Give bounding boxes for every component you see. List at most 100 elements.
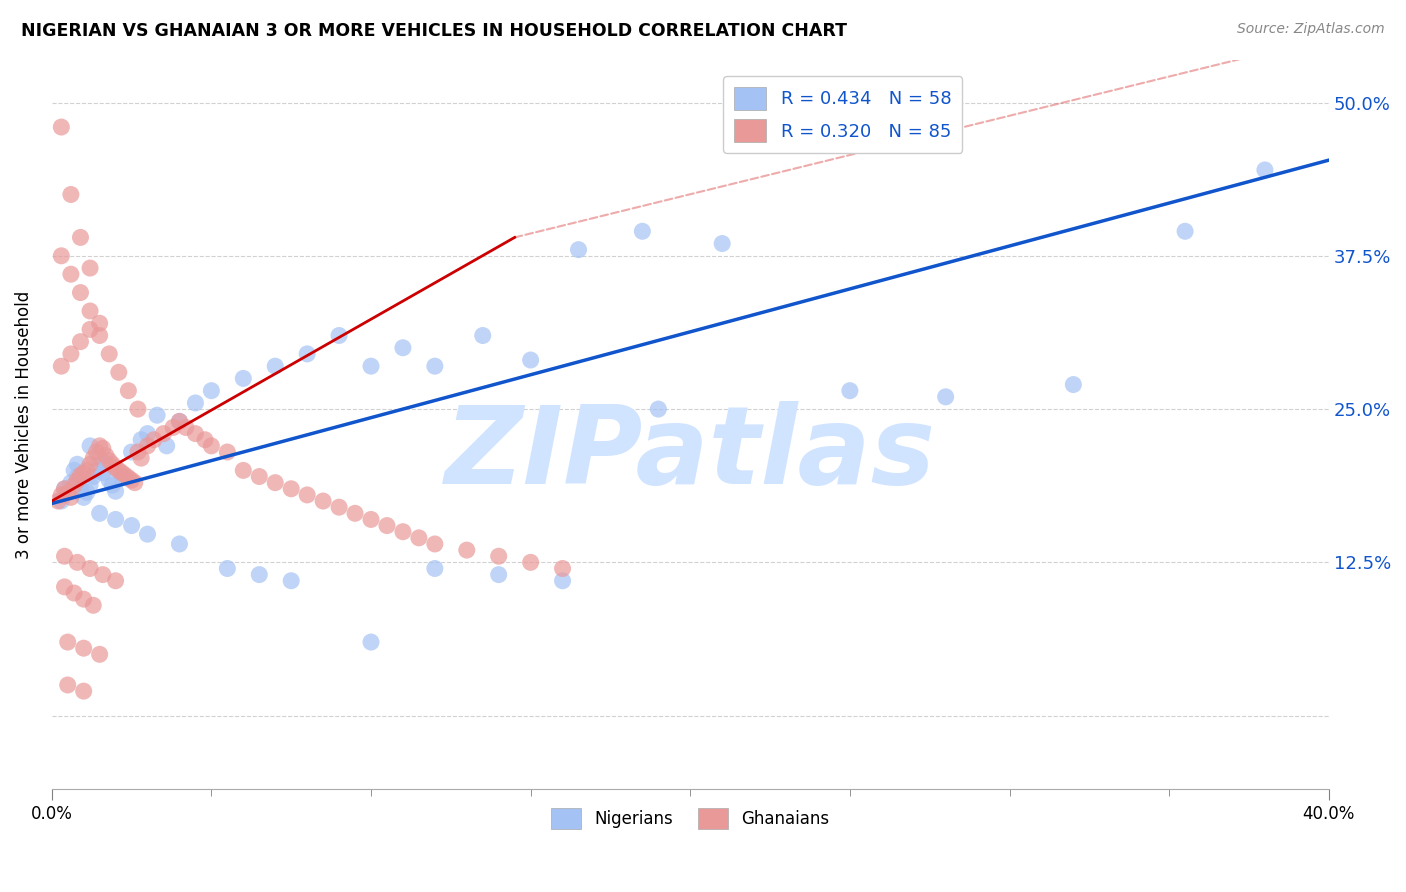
Point: [200, 384, 222, 398]
Point: [280, 482, 302, 496]
Point: [79, 322, 101, 336]
Point: [69, 334, 91, 349]
Point: [51, 249, 73, 263]
Point: [838, 384, 860, 398]
Point: [46, 494, 69, 508]
Point: [82, 599, 104, 613]
Point: [200, 439, 222, 453]
Point: [59, 491, 82, 505]
Point: [136, 426, 159, 441]
Point: [73, 491, 96, 505]
Point: [51, 488, 73, 502]
Point: [79, 261, 101, 276]
Point: [169, 414, 191, 428]
Point: [127, 445, 149, 459]
Point: [51, 359, 73, 373]
Point: [69, 482, 91, 496]
Point: [169, 414, 191, 428]
Point: [264, 475, 287, 490]
Point: [56, 485, 79, 500]
Point: [73, 466, 96, 480]
Point: [344, 506, 367, 520]
Point: [53, 482, 76, 496]
Point: [423, 537, 446, 551]
Point: [51, 494, 73, 508]
Point: [146, 408, 169, 422]
Point: [66, 457, 89, 471]
Point: [471, 328, 494, 343]
Point: [551, 561, 574, 575]
Point: [127, 402, 149, 417]
Point: [56, 635, 79, 649]
Point: [63, 463, 86, 477]
Point: [76, 463, 98, 477]
Point: [156, 439, 179, 453]
Point: [456, 543, 478, 558]
Point: [89, 506, 111, 520]
Point: [79, 304, 101, 318]
Point: [101, 478, 124, 492]
Point: [91, 442, 114, 456]
Point: [423, 561, 446, 575]
Point: [117, 384, 139, 398]
Point: [73, 641, 96, 656]
Point: [567, 243, 589, 257]
Point: [89, 439, 111, 453]
Point: [59, 267, 82, 281]
Point: [488, 549, 510, 564]
Point: [86, 463, 108, 477]
Point: [79, 439, 101, 453]
Point: [91, 567, 114, 582]
Point: [194, 433, 217, 447]
Point: [631, 224, 654, 238]
Point: [360, 512, 382, 526]
Point: [247, 469, 270, 483]
Point: [129, 433, 152, 447]
Point: [124, 475, 146, 490]
Y-axis label: 3 or more Vehicles in Household: 3 or more Vehicles in Household: [15, 290, 32, 558]
Point: [647, 402, 669, 417]
Point: [111, 469, 134, 483]
Point: [121, 473, 143, 487]
Point: [184, 426, 207, 441]
Point: [98, 453, 121, 467]
Point: [162, 420, 184, 434]
Point: [73, 684, 96, 698]
Point: [56, 678, 79, 692]
Point: [169, 537, 191, 551]
Point: [360, 359, 382, 373]
Legend: Nigerians, Ghanaians: Nigerians, Ghanaians: [544, 801, 837, 836]
Point: [519, 555, 541, 569]
Point: [121, 518, 143, 533]
Point: [66, 469, 89, 483]
Point: [184, 396, 207, 410]
Point: [711, 236, 734, 251]
Point: [79, 561, 101, 575]
Point: [104, 574, 127, 588]
Point: [59, 347, 82, 361]
Text: Source: ZipAtlas.com: Source: ZipAtlas.com: [1237, 22, 1385, 37]
Point: [114, 468, 136, 483]
Point: [69, 230, 91, 244]
Point: [91, 466, 114, 480]
Point: [89, 328, 111, 343]
Point: [117, 471, 139, 485]
Point: [1254, 163, 1277, 178]
Point: [53, 482, 76, 496]
Point: [423, 359, 446, 373]
Point: [935, 390, 957, 404]
Point: [328, 328, 350, 343]
Point: [69, 285, 91, 300]
Point: [82, 469, 104, 483]
Point: [1062, 377, 1084, 392]
Point: [136, 527, 159, 541]
Point: [66, 473, 89, 487]
Point: [104, 484, 127, 499]
Point: [152, 426, 174, 441]
Point: [232, 463, 254, 477]
Point: [53, 580, 76, 594]
Point: [295, 347, 318, 361]
Point: [73, 592, 96, 607]
Point: [247, 567, 270, 582]
Point: [174, 420, 197, 434]
